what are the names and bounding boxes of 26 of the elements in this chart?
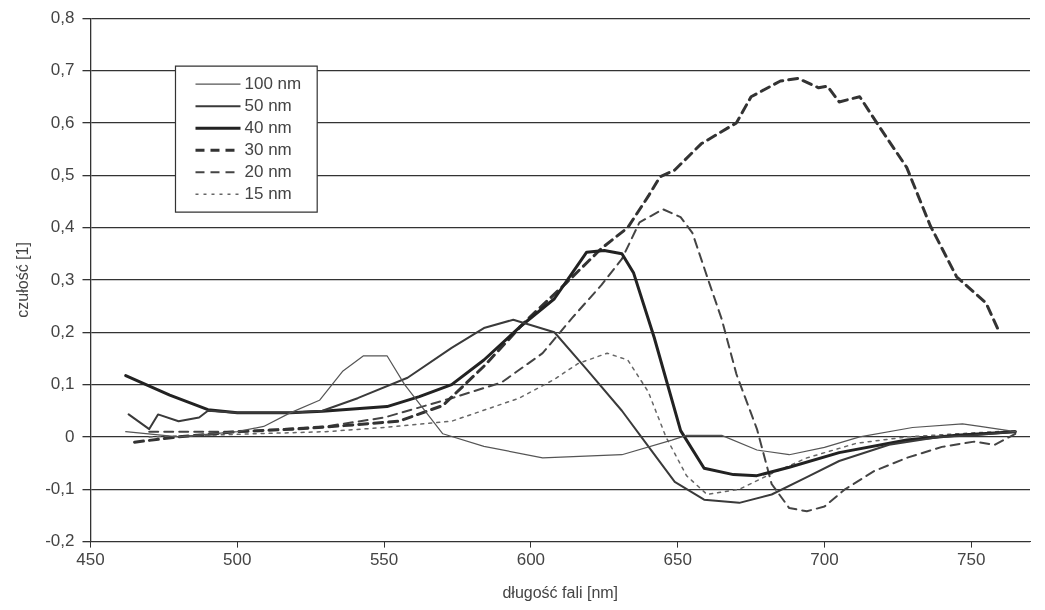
legend-label: 50 nm — [244, 95, 292, 115]
x-tick-label: 450 — [76, 550, 105, 570]
x-tick-label: 500 — [223, 550, 252, 570]
y-tick-label: 0,4 — [50, 217, 75, 237]
y-tick-label: 0,8 — [50, 7, 75, 27]
y-tick-label: -0,1 — [45, 478, 75, 498]
y-tick-label: 0,3 — [50, 269, 75, 289]
legend-label: 100 nm — [244, 73, 302, 93]
y-tick-label: 0,1 — [50, 374, 75, 394]
x-tick-label: 650 — [663, 550, 692, 570]
legend-label: 20 nm — [244, 161, 292, 181]
y-tick-label: 0,7 — [50, 60, 75, 80]
x-tick-label: 550 — [369, 550, 399, 570]
y-tick-label: 0,6 — [50, 112, 75, 132]
y-tick-label: 0 — [65, 426, 75, 446]
x-tick-label: 700 — [810, 550, 839, 570]
legend-label: 15 nm — [244, 183, 292, 203]
x-axis-title: długość fali [nm] — [502, 584, 619, 602]
x-tick-label: 750 — [957, 550, 986, 570]
y-axis-title: czułość [1] — [14, 242, 32, 318]
y-tick-label: -0,2 — [45, 531, 75, 551]
x-tick-label: 600 — [516, 550, 546, 570]
legend-label: 40 nm — [244, 117, 292, 137]
y-tick-label: 0,5 — [50, 164, 75, 184]
legend-label: 30 nm — [244, 139, 292, 159]
y-tick-label: 0,2 — [50, 321, 75, 341]
